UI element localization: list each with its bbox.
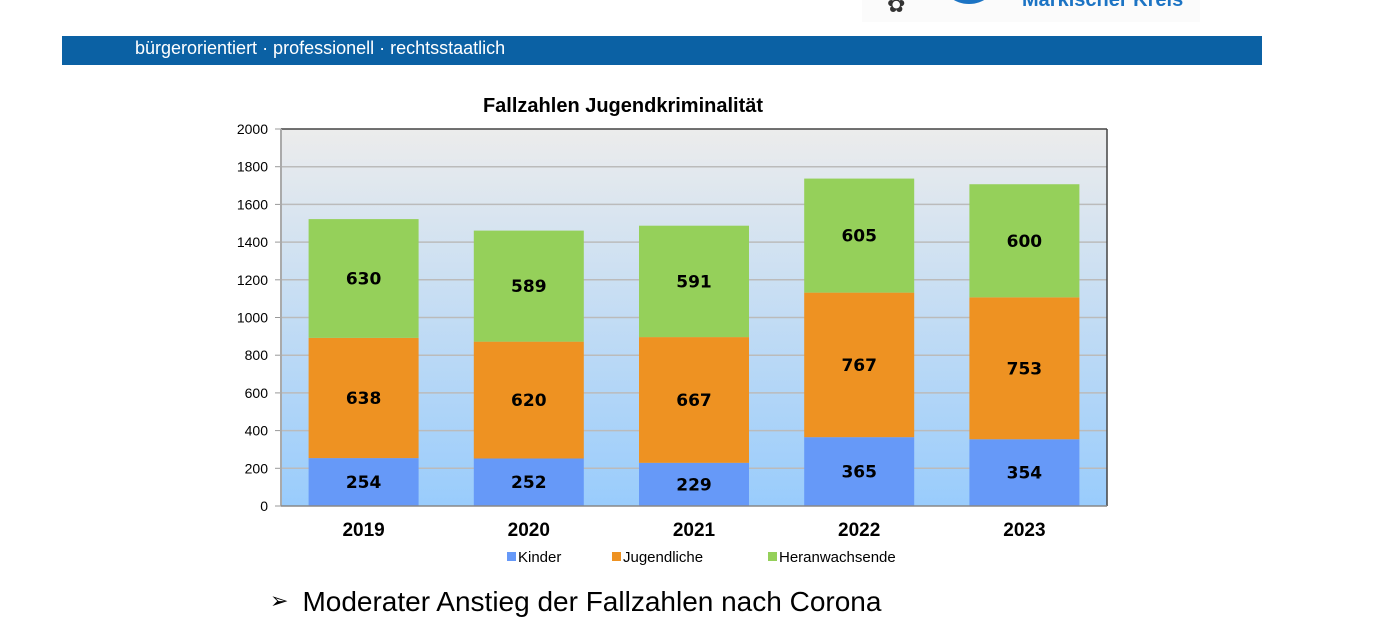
legend-label: Kinder — [518, 549, 561, 566]
data-label: 767 — [841, 356, 877, 376]
bar-segment-heranwachsende — [473, 230, 584, 342]
data-label: 620 — [511, 391, 547, 411]
bar-segment-heranwachsende — [969, 184, 1080, 298]
y-tick-label: 1200 — [237, 272, 268, 288]
bar-segment-kinder — [639, 462, 749, 506]
logo-text: Märkischer Kreis — [1022, 0, 1184, 11]
bar-segment-jugendliche — [308, 337, 419, 459]
y-tick-label: 800 — [245, 347, 269, 363]
bar-segment-jugendliche — [969, 297, 1080, 440]
bar-segment-kinder — [473, 458, 584, 506]
data-label: 254 — [346, 473, 382, 493]
bar-segment-kinder — [308, 458, 419, 506]
y-tick-label: 600 — [245, 385, 269, 401]
legend-label: Jugendliche — [623, 549, 703, 566]
y-tick-label: 1400 — [237, 234, 268, 250]
y-tick-label: 1800 — [237, 159, 268, 175]
x-tick-label: 2020 — [508, 520, 550, 541]
bar-segment-jugendliche — [473, 341, 584, 459]
data-label: 354 — [1007, 464, 1043, 484]
bar-segment-heranwachsende — [308, 219, 419, 338]
y-tick-label: 1000 — [237, 310, 268, 326]
x-tick-label: 2022 — [838, 520, 880, 541]
y-tick-label: 2000 — [237, 121, 268, 137]
bar-segment-kinder — [969, 439, 1080, 506]
legend-swatch — [612, 552, 621, 561]
y-tick-label: 200 — [245, 460, 269, 476]
header-banner: bürgerorientiert · professionell · recht… — [62, 36, 1262, 65]
y-tick-label: 1600 — [237, 196, 268, 212]
logo-circle — [942, 0, 996, 4]
data-label: 605 — [841, 227, 877, 247]
bar-segment-heranwachsende — [804, 178, 915, 293]
chart-title: Fallzahlen Jugendkriminalität — [483, 95, 763, 117]
data-label: 638 — [346, 389, 382, 409]
legend-label: Heranwachsende — [779, 549, 896, 566]
tagline: bürgerorientiert · professionell · recht… — [135, 38, 506, 58]
logo: ✿ Märkischer Kreis — [862, 0, 1200, 22]
x-tick-label: 2023 — [1003, 520, 1045, 541]
data-label: 365 — [841, 463, 877, 483]
data-label: 252 — [511, 473, 547, 493]
data-label: 667 — [676, 391, 712, 411]
y-tick-label: 400 — [245, 423, 269, 439]
bullet-text: Moderater Anstieg der Fallzahlen nach Co… — [302, 586, 882, 617]
flower-emblem-icon: ✿ — [887, 0, 906, 17]
bar-segment-jugendliche — [804, 292, 915, 438]
data-label: 229 — [676, 475, 712, 495]
data-label: 591 — [676, 272, 712, 292]
data-label: 630 — [346, 269, 382, 289]
legend-swatch — [507, 552, 516, 561]
data-label: 600 — [1007, 232, 1043, 252]
data-label: 753 — [1007, 359, 1043, 379]
legend-swatch — [768, 552, 777, 561]
bar-segment-kinder — [804, 437, 915, 506]
x-tick-label: 2019 — [342, 520, 384, 541]
data-label: 589 — [511, 277, 547, 297]
y-tick-label: 0 — [260, 498, 268, 514]
bullet-item: ➢ Moderater Anstieg der Fallzahlen nach C… — [270, 586, 881, 618]
bar-segment-heranwachsende — [639, 225, 749, 338]
arrow-bullet-icon: ➢ — [270, 588, 289, 613]
bar-segment-jugendliche — [639, 337, 749, 463]
x-tick-label: 2021 — [673, 520, 716, 541]
